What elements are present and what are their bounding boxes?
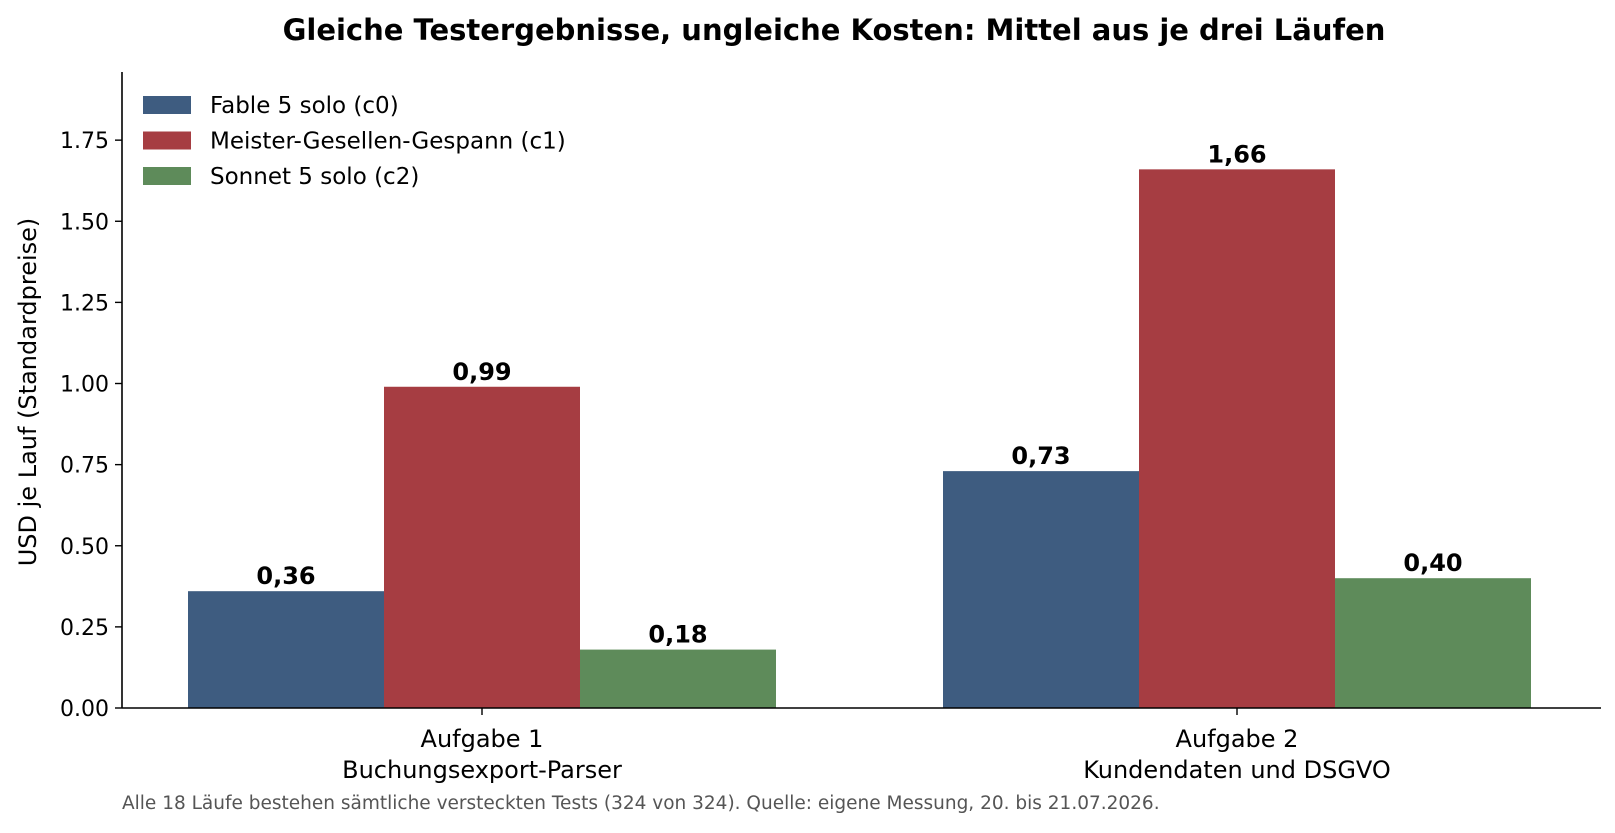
legend-label-2: Meister-Gesellen-Gespann (c1) [210,129,566,155]
bar-3-2 [1335,578,1531,708]
y-tick-label-1: 0.25 [60,616,109,641]
y-axis-label: USD je Lauf (Standardpreise) [14,218,42,567]
axes-layer: 0.00 0.25 0.50 0.75 1.00 1.25 1.50 1.75 Aufgabe … [60,72,1601,784]
data-label-1-1: 0,36 [256,562,315,590]
y-tick-label-6: 1.50 [60,210,109,235]
data-label-2-2: 1,66 [1207,140,1266,168]
data-label-1-2: 0,73 [1011,442,1070,470]
y-tick-label-5: 1.25 [60,291,109,316]
bar-3-1 [580,649,776,708]
legend-swatch-3 [143,167,191,185]
legend: Fable 5 solo (c0) Meister-Gesellen-Gespan… [143,93,566,190]
legend-swatch-1 [143,96,191,114]
bar-1-1 [188,591,384,708]
x-tick-label-1-0: Aufgabe 2 [1176,725,1299,753]
x-tick-label-0-0: Aufgabe 1 [421,725,544,753]
y-tick-label-3: 0.75 [60,454,109,479]
y-tick-label-2: 0.50 [60,535,109,560]
data-label-2-1: 0,99 [452,358,511,386]
bars-layer: 0,36 0,73 0,99 1,66 0,18 0,40 [188,140,1531,709]
legend-label-1: Fable 5 solo (c0) [210,93,399,119]
x-tick-label-0-1: Buchungsexport-Parser [342,756,622,784]
bar-1-2 [943,471,1139,708]
chart-title: Gleiche Testergebnisse, ungleiche Kosten… [283,13,1386,47]
legend-swatch-2 [143,131,191,150]
data-label-3-1: 0,18 [648,621,707,649]
footnote: Alle 18 Läufe bestehen sämtliche verstec… [122,793,1160,814]
data-label-3-2: 0,40 [1403,549,1462,577]
bar-2-2 [1139,169,1335,709]
x-tick-label-1-1: Kundendaten und DSGVO [1083,756,1391,784]
y-tick-label-4: 1.00 [60,373,109,398]
y-tick-label-0: 0.00 [60,697,109,722]
legend-label-3: Sonnet 5 solo (c2) [210,164,419,190]
bar-2-1 [384,386,580,708]
y-tick-label-7: 1.75 [60,129,109,154]
